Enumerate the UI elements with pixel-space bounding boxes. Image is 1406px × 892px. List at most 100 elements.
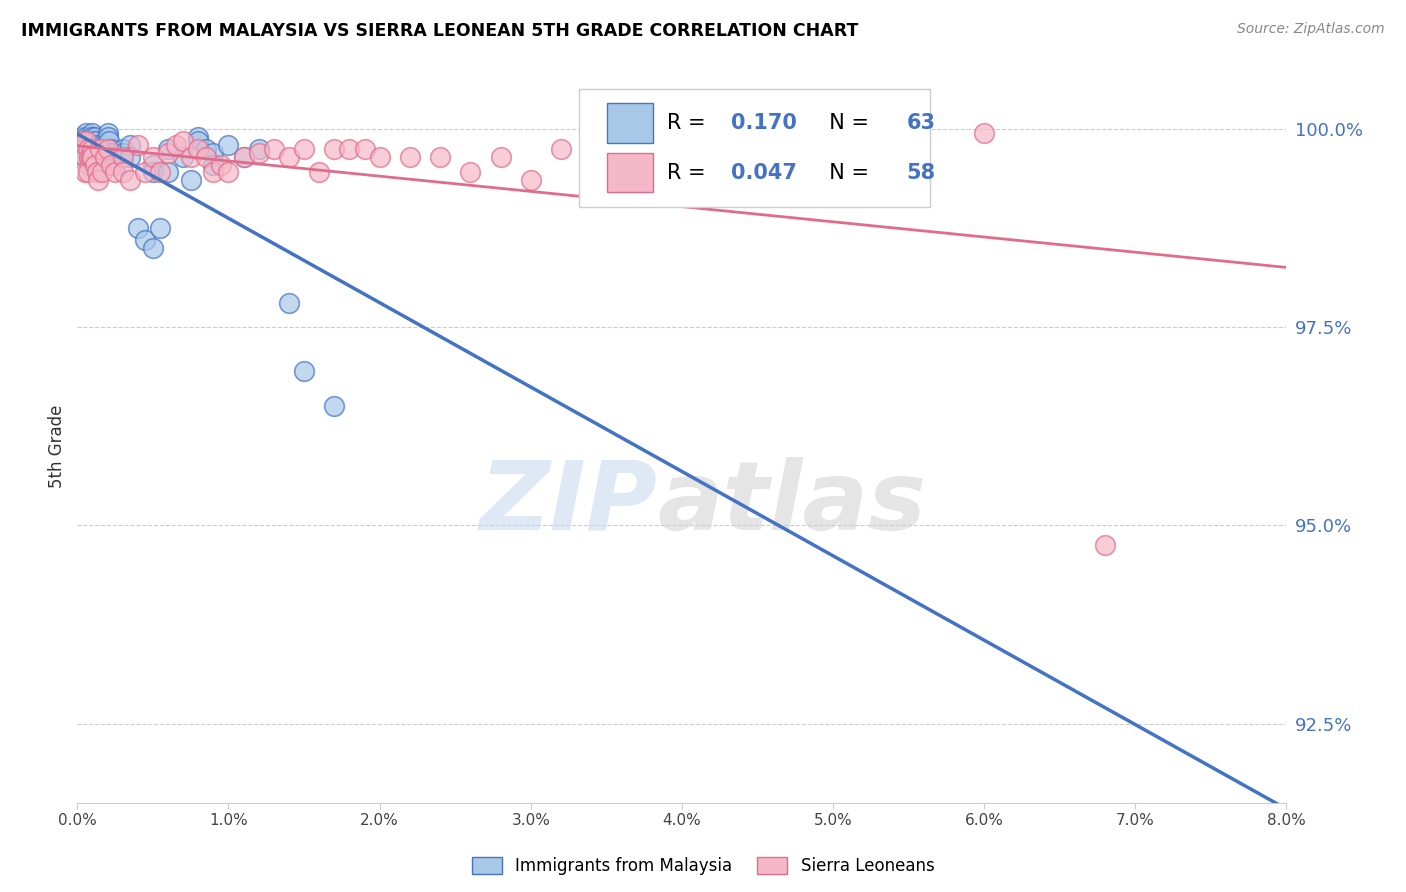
Point xyxy=(111,150,134,164)
Point xyxy=(187,142,209,156)
Point xyxy=(80,129,103,144)
Point xyxy=(292,142,315,156)
Point xyxy=(202,145,225,160)
Text: N =: N = xyxy=(815,113,876,133)
Point xyxy=(93,150,115,164)
Point xyxy=(142,165,165,179)
Point xyxy=(973,126,995,140)
Point xyxy=(180,150,202,164)
Text: 63: 63 xyxy=(907,113,936,133)
Point xyxy=(72,134,94,148)
Point xyxy=(90,165,112,179)
Point xyxy=(111,145,134,160)
Point xyxy=(120,150,142,164)
Point xyxy=(218,137,240,152)
Point xyxy=(149,165,172,179)
Point xyxy=(77,142,100,156)
Point xyxy=(73,150,96,164)
Point xyxy=(89,161,111,176)
Point xyxy=(323,400,346,414)
Point xyxy=(202,165,225,179)
Point xyxy=(292,364,315,378)
Point xyxy=(595,142,617,156)
Point xyxy=(73,142,96,156)
Point xyxy=(70,134,93,148)
Point xyxy=(202,157,225,171)
Point xyxy=(73,150,96,164)
Text: N =: N = xyxy=(815,162,876,183)
Point xyxy=(247,145,270,160)
Point xyxy=(460,165,482,179)
Point xyxy=(194,142,217,156)
Point xyxy=(218,165,240,179)
Point xyxy=(82,150,104,164)
Point xyxy=(550,142,572,156)
FancyBboxPatch shape xyxy=(607,153,652,193)
Point xyxy=(84,157,107,171)
Text: atlas: atlas xyxy=(658,457,927,549)
Point xyxy=(111,142,134,156)
Point xyxy=(82,134,104,148)
Point xyxy=(157,165,180,179)
Point xyxy=(80,150,103,164)
Point xyxy=(120,173,142,187)
Point xyxy=(70,129,93,144)
Point xyxy=(263,142,285,156)
Point xyxy=(96,142,118,156)
Point xyxy=(98,134,121,148)
Point xyxy=(104,153,127,168)
Point xyxy=(180,173,202,187)
Point xyxy=(134,233,156,247)
Point xyxy=(247,142,270,156)
Point xyxy=(73,165,96,179)
Point xyxy=(90,137,112,152)
Point xyxy=(75,129,97,144)
Point xyxy=(149,221,172,235)
Point xyxy=(72,142,94,156)
Text: ZIP: ZIP xyxy=(479,457,658,549)
Point xyxy=(120,137,142,152)
Point xyxy=(1094,538,1116,552)
Point xyxy=(209,157,232,171)
Point xyxy=(82,129,104,144)
Text: 0.047: 0.047 xyxy=(731,162,797,183)
Point xyxy=(93,150,115,164)
Point xyxy=(187,134,209,148)
Point xyxy=(308,165,330,179)
Point xyxy=(157,142,180,156)
Point xyxy=(399,150,422,164)
Point xyxy=(75,126,97,140)
Point xyxy=(77,142,100,156)
Text: R =: R = xyxy=(668,162,713,183)
Point xyxy=(142,157,165,171)
Point xyxy=(165,137,187,152)
Point xyxy=(368,150,391,164)
Point xyxy=(100,157,122,171)
Point xyxy=(747,150,769,164)
Text: 58: 58 xyxy=(907,162,936,183)
Point xyxy=(82,150,104,164)
Text: IMMIGRANTS FROM MALAYSIA VS SIERRA LEONEAN 5TH GRADE CORRELATION CHART: IMMIGRANTS FROM MALAYSIA VS SIERRA LEONE… xyxy=(21,22,859,40)
Point xyxy=(87,150,110,164)
Point xyxy=(82,145,104,160)
Point xyxy=(80,142,103,156)
Point xyxy=(86,165,108,179)
Point xyxy=(79,150,101,164)
Point xyxy=(82,142,104,156)
Point xyxy=(96,129,118,144)
Point xyxy=(278,296,301,310)
Point xyxy=(520,173,543,187)
Point xyxy=(100,142,122,156)
FancyBboxPatch shape xyxy=(579,89,929,207)
Point xyxy=(111,165,134,179)
Point xyxy=(142,150,165,164)
Text: R =: R = xyxy=(668,113,713,133)
Point xyxy=(79,153,101,168)
Point xyxy=(353,142,375,156)
Point xyxy=(641,165,664,179)
Point xyxy=(86,142,108,156)
Point xyxy=(339,142,360,156)
Point xyxy=(429,150,451,164)
Point xyxy=(127,221,149,235)
FancyBboxPatch shape xyxy=(607,103,652,143)
